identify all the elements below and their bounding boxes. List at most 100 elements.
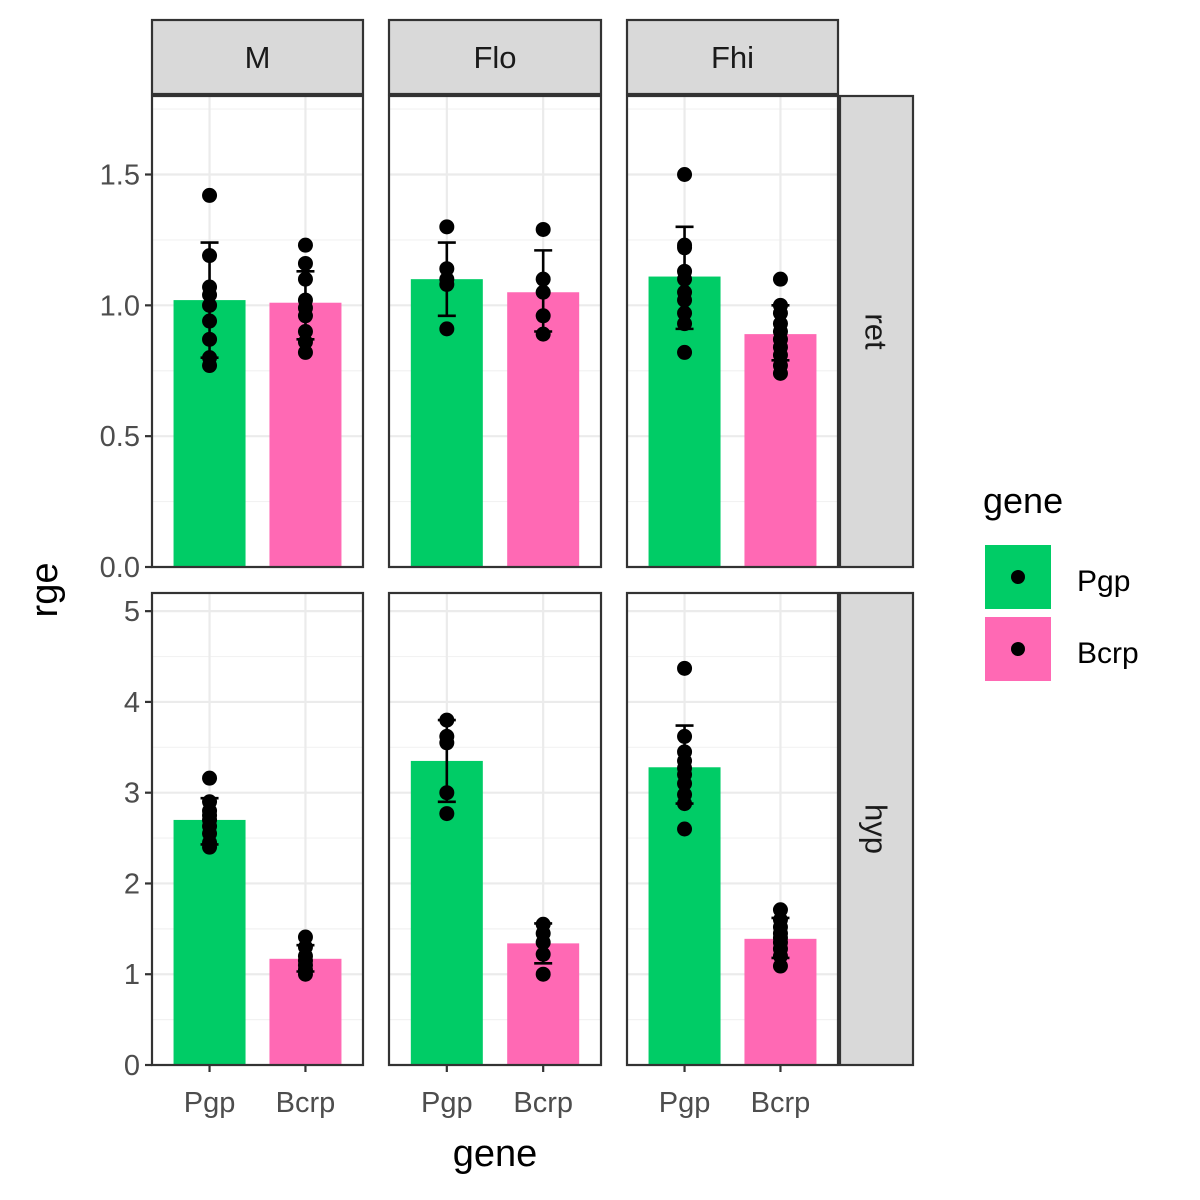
data-point [202, 187, 218, 203]
x-tick-label: Bcrp [751, 1087, 811, 1119]
y-tick-label: 1.0 [100, 290, 140, 322]
row-strip-label: ret [859, 313, 894, 350]
legend-label-pgp: Pgp [1077, 565, 1130, 598]
y-tick-label: 0 [124, 1050, 140, 1082]
column-strip-background [625, 18, 840, 96]
data-point [535, 966, 551, 982]
legend: gene Pgp Bcrp [983, 480, 1139, 681]
legend-label-bcrp: Bcrp [1077, 637, 1139, 670]
column-strip-label: Flo [473, 40, 516, 75]
legend-title: gene [983, 480, 1063, 521]
panel-Flo-ret [387, 94, 603, 569]
data-point [677, 660, 693, 676]
data-point [202, 313, 218, 329]
panel-border [150, 94, 365, 569]
data-point [535, 946, 551, 962]
row-strip-background [838, 94, 915, 569]
y-tick-label: 2 [124, 868, 140, 900]
data-point [535, 308, 551, 324]
data-point [677, 344, 693, 360]
data-point [202, 248, 218, 264]
row-strip-background [838, 591, 915, 1067]
column-strip-background [387, 18, 603, 96]
column-strip-label: M [245, 40, 271, 75]
y-axis-title: rge [24, 563, 66, 618]
data-point [202, 287, 218, 303]
data-point [772, 271, 788, 287]
data-point [297, 344, 313, 360]
panel-border [387, 591, 603, 1067]
data-point [439, 712, 455, 728]
x-axis-title: gene [453, 1133, 538, 1175]
data-point [772, 347, 788, 363]
data-point [297, 237, 313, 253]
y-tick-label: 1 [124, 959, 140, 991]
data-point [772, 365, 788, 381]
data-point [677, 305, 693, 321]
data-point [202, 331, 218, 347]
data-point [535, 934, 551, 950]
data-point [297, 966, 313, 982]
facet-strips: ret hyp M Flo Fhi [150, 18, 915, 1067]
column-strip-Fhi: Fhi [625, 18, 840, 96]
column-strip-label: Fhi [711, 40, 754, 75]
data-point [202, 297, 218, 313]
y-tick-label: 1.5 [100, 160, 140, 192]
data-point [297, 324, 313, 339]
data-point [535, 271, 551, 287]
panel-Fhi-hyp [625, 591, 840, 1067]
data-point [439, 785, 455, 801]
data-point [677, 167, 693, 182]
legend-key-pgp-point [1011, 570, 1025, 584]
y-tick-label: 0.0 [100, 552, 140, 584]
x-tick-label: Pgp [659, 1087, 711, 1119]
data-point [202, 839, 218, 855]
panel-border [625, 94, 840, 569]
column-strip-Flo: Flo [387, 18, 603, 96]
data-point [439, 276, 455, 292]
data-point [677, 796, 693, 812]
data-point [202, 358, 218, 374]
data-point [677, 728, 693, 744]
panel-Flo-hyp [387, 591, 603, 1067]
data-point [535, 326, 551, 342]
data-point [297, 255, 313, 271]
data-point [677, 821, 693, 837]
data-point [677, 316, 693, 332]
data-point [297, 334, 313, 350]
data-point [202, 770, 218, 786]
data-point [677, 240, 693, 256]
y-tick-label: 5 [124, 596, 140, 628]
axes: 0.0 0.5 1.0 1.5 0 1 2 3 4 5 Pgp Bcrp Pgp Bcrp Pgp Bcrp [100, 160, 811, 1120]
y-tick-label: 4 [124, 687, 140, 719]
bar-Pgp [648, 767, 721, 1065]
column-strip-M: M [150, 18, 365, 96]
data-point [439, 261, 455, 277]
data-point [677, 776, 693, 792]
row-strip-ret: ret [838, 94, 915, 569]
panel-Fhi-ret [625, 94, 840, 569]
x-tick-label: Pgp [421, 1087, 473, 1119]
panel-border [387, 94, 603, 569]
data-point [439, 219, 455, 235]
panel-border [625, 591, 840, 1067]
data-point [439, 806, 455, 822]
column-strip-background [150, 18, 365, 96]
data-point [439, 321, 455, 337]
y-tick-label: 0.5 [100, 421, 140, 453]
row-strip-label: hyp [859, 804, 894, 854]
data-point [439, 735, 455, 751]
panel-M-ret [150, 94, 365, 569]
y-tick-label: 3 [124, 778, 140, 810]
bar-Pgp [173, 819, 246, 1065]
data-point [535, 221, 551, 237]
data-point [297, 308, 313, 324]
data-point [772, 958, 788, 974]
legend-key-bcrp-point [1011, 642, 1025, 656]
panel-border [150, 591, 365, 1067]
data-point [677, 271, 693, 287]
data-point [535, 284, 551, 300]
data-point [677, 292, 693, 308]
data-point [297, 271, 313, 287]
